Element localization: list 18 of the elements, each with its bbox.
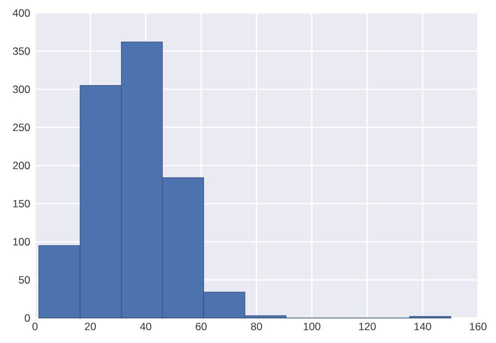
- y-tick-label: 300: [12, 85, 30, 94]
- y-tick-label: 150: [13, 200, 30, 208]
- x-tick-label: 140: [414, 322, 432, 330]
- y-tick-label: 250: [13, 124, 30, 132]
- x-tick-label: 40: [140, 322, 152, 330]
- x-tick-label: 0: [32, 322, 38, 330]
- y-tick-label: 50: [18, 276, 30, 284]
- y-tick-label: 200: [13, 162, 30, 170]
- x-tick-label: 120: [359, 322, 376, 330]
- x-tick-label: 80: [251, 322, 262, 330]
- y-tick-label: 400: [12, 9, 30, 17]
- y-tick-label: 100: [13, 238, 30, 246]
- y-tick-label: 0: [24, 314, 30, 322]
- x-tick-label: 100: [304, 322, 320, 330]
- y-tick-label: 350: [12, 47, 30, 55]
- x-tick-label: 60: [196, 322, 207, 330]
- x-tick-label: 20: [84, 322, 96, 330]
- x-tick-label: 160: [470, 322, 486, 330]
